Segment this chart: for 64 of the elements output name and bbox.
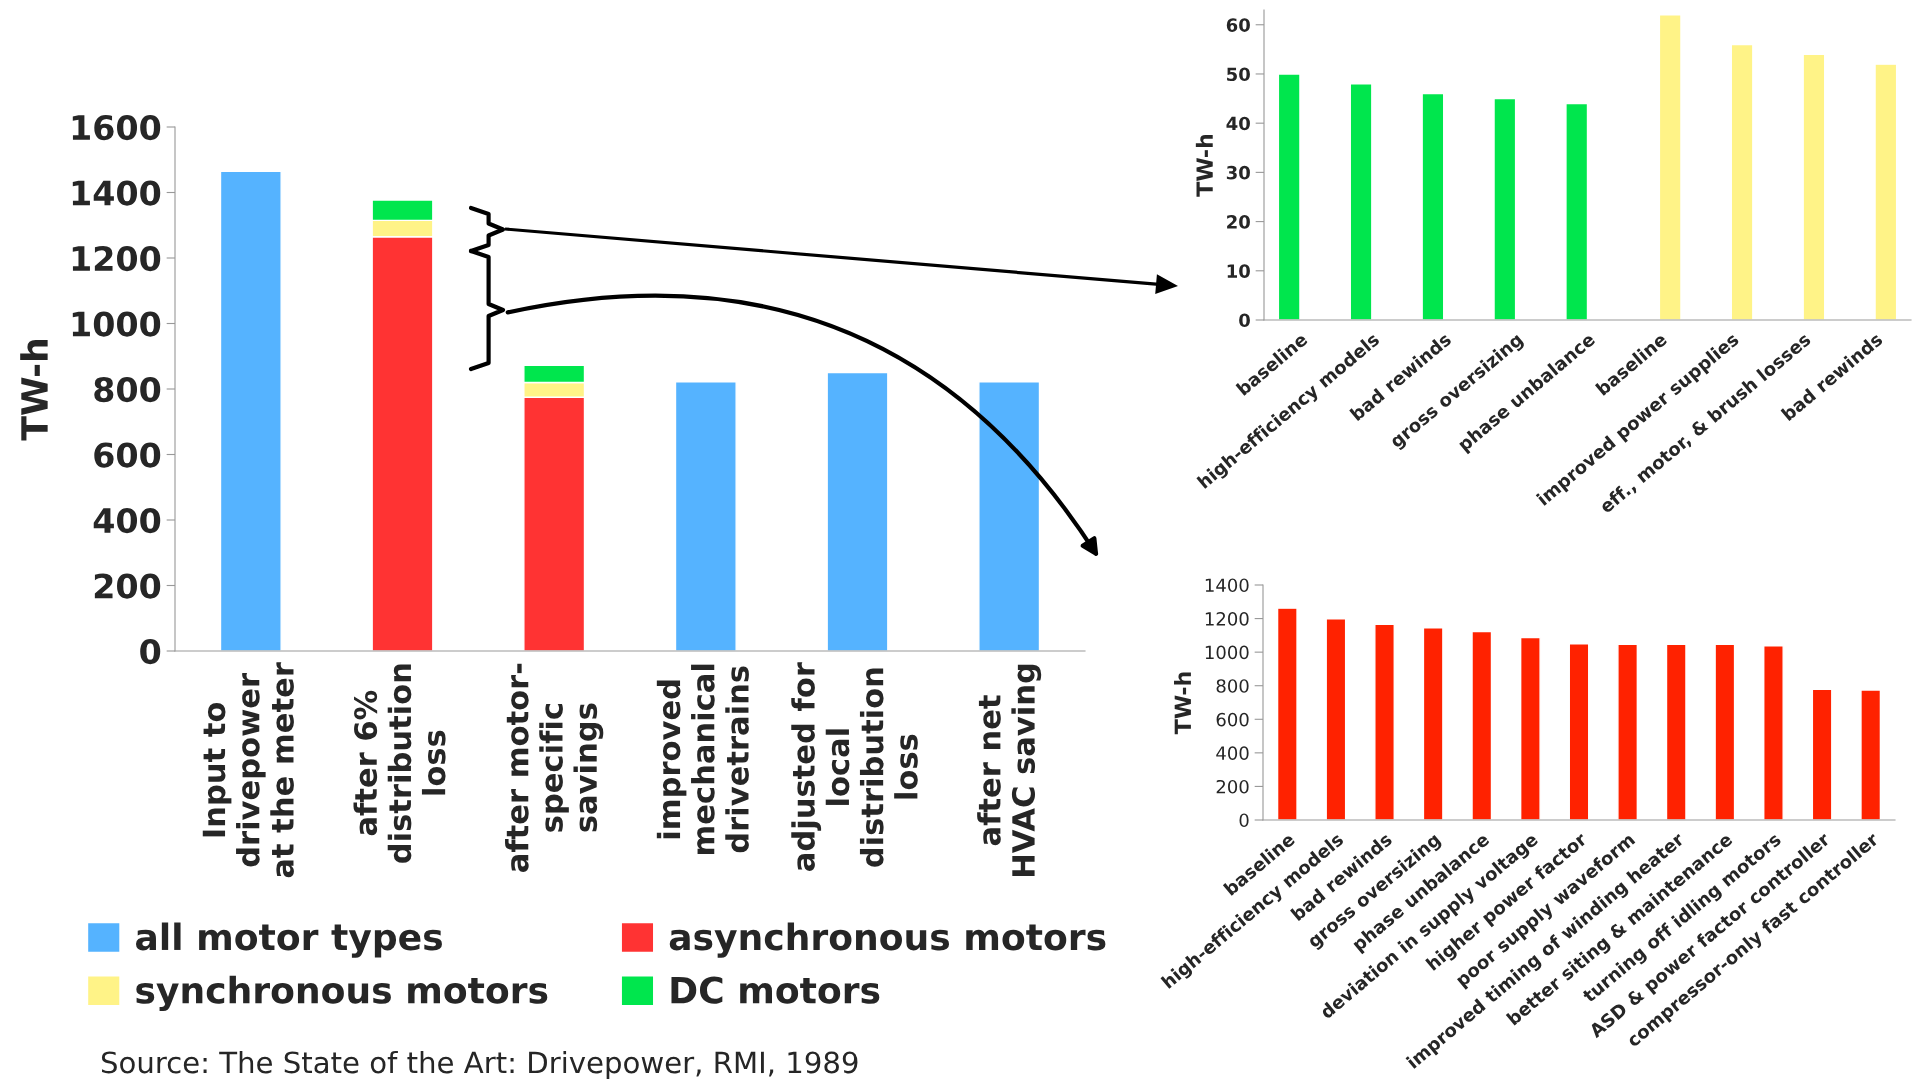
bar — [978, 381, 1041, 651]
bar — [1421, 92, 1445, 320]
bar — [826, 371, 889, 651]
y-tick-label: 1200 — [72, 245, 161, 272]
y-tick-label: 30 — [1226, 165, 1250, 180]
source-note: Source: The State of the Art: Drivepower, RMI, 1989 — [101, 1050, 858, 1080]
y-axis-title: TW-h — [1174, 672, 1191, 735]
bar — [1860, 689, 1882, 820]
bar — [1277, 73, 1301, 320]
bar — [674, 381, 737, 651]
bar — [1874, 63, 1898, 320]
bar — [1471, 630, 1493, 820]
bar — [1802, 53, 1826, 320]
bar — [1325, 618, 1347, 820]
y-tick-label: 50 — [1227, 67, 1250, 82]
y-tick-label: 800 — [1216, 679, 1249, 693]
y-axis-title: TW-h — [20, 340, 48, 441]
legend-label: all motor types — [136, 922, 442, 958]
legend-label: DC motors — [671, 976, 880, 1004]
bar — [1714, 643, 1736, 820]
bar — [1565, 102, 1589, 320]
y-tick-label: 0 — [1239, 313, 1250, 328]
y-tick-label: 1400 — [1205, 578, 1249, 593]
bar — [1493, 97, 1517, 320]
y-tick-label: 1000 — [1205, 645, 1249, 660]
y-tick-label: 200 — [1216, 779, 1249, 794]
bar — [1730, 43, 1754, 320]
bar — [219, 170, 282, 651]
x-tick-label: after motor- specific savings — [505, 663, 604, 872]
bar — [1374, 623, 1395, 820]
bar — [1665, 643, 1687, 820]
y-tick-label: 600 — [94, 442, 161, 468]
bar — [1276, 607, 1298, 820]
y-tick-label: 20 — [1227, 215, 1250, 229]
bar — [1349, 83, 1373, 320]
x-tick-label: Input to drivepower at the meter — [202, 662, 294, 878]
x-tick-label: after 6% distribution loss — [353, 664, 446, 863]
y-tick-label: 200 — [94, 573, 161, 599]
x-tick-label: after net HVAC saving — [977, 664, 1042, 876]
y-tick-label: 400 — [1216, 746, 1249, 760]
y-tick-label: 60 — [1226, 18, 1250, 32]
bar — [1617, 643, 1639, 820]
y-axis-title: TW-h — [1195, 134, 1213, 197]
y-tick-label: 10 — [1227, 264, 1250, 278]
y-tick-label: 0 — [140, 638, 161, 665]
y-tick-label: 1200 — [1205, 612, 1249, 626]
y-tick-label: 1000 — [72, 311, 161, 337]
legend-label: synchronous motors — [136, 975, 548, 1012]
bar — [1763, 645, 1784, 820]
bar — [1568, 643, 1590, 820]
legend-label: asynchronous motors — [669, 922, 1106, 958]
bar — [1422, 627, 1444, 820]
y-tick-label: 1600 — [72, 114, 161, 141]
y-tick-label: 40 — [1226, 116, 1250, 131]
x-tick-label: adjusted for local distribution loss — [791, 662, 918, 871]
bar — [1811, 688, 1833, 820]
y-tick-label: 800 — [94, 376, 161, 403]
bar — [1519, 636, 1541, 820]
x-tick-label: improved mechanical drivetrains — [656, 664, 749, 855]
y-tick-label: 600 — [1216, 712, 1249, 727]
y-tick-label: 0 — [1239, 813, 1249, 828]
y-tick-label: 1400 — [72, 180, 161, 206]
bar — [1658, 14, 1682, 320]
y-tick-label: 400 — [93, 507, 161, 534]
